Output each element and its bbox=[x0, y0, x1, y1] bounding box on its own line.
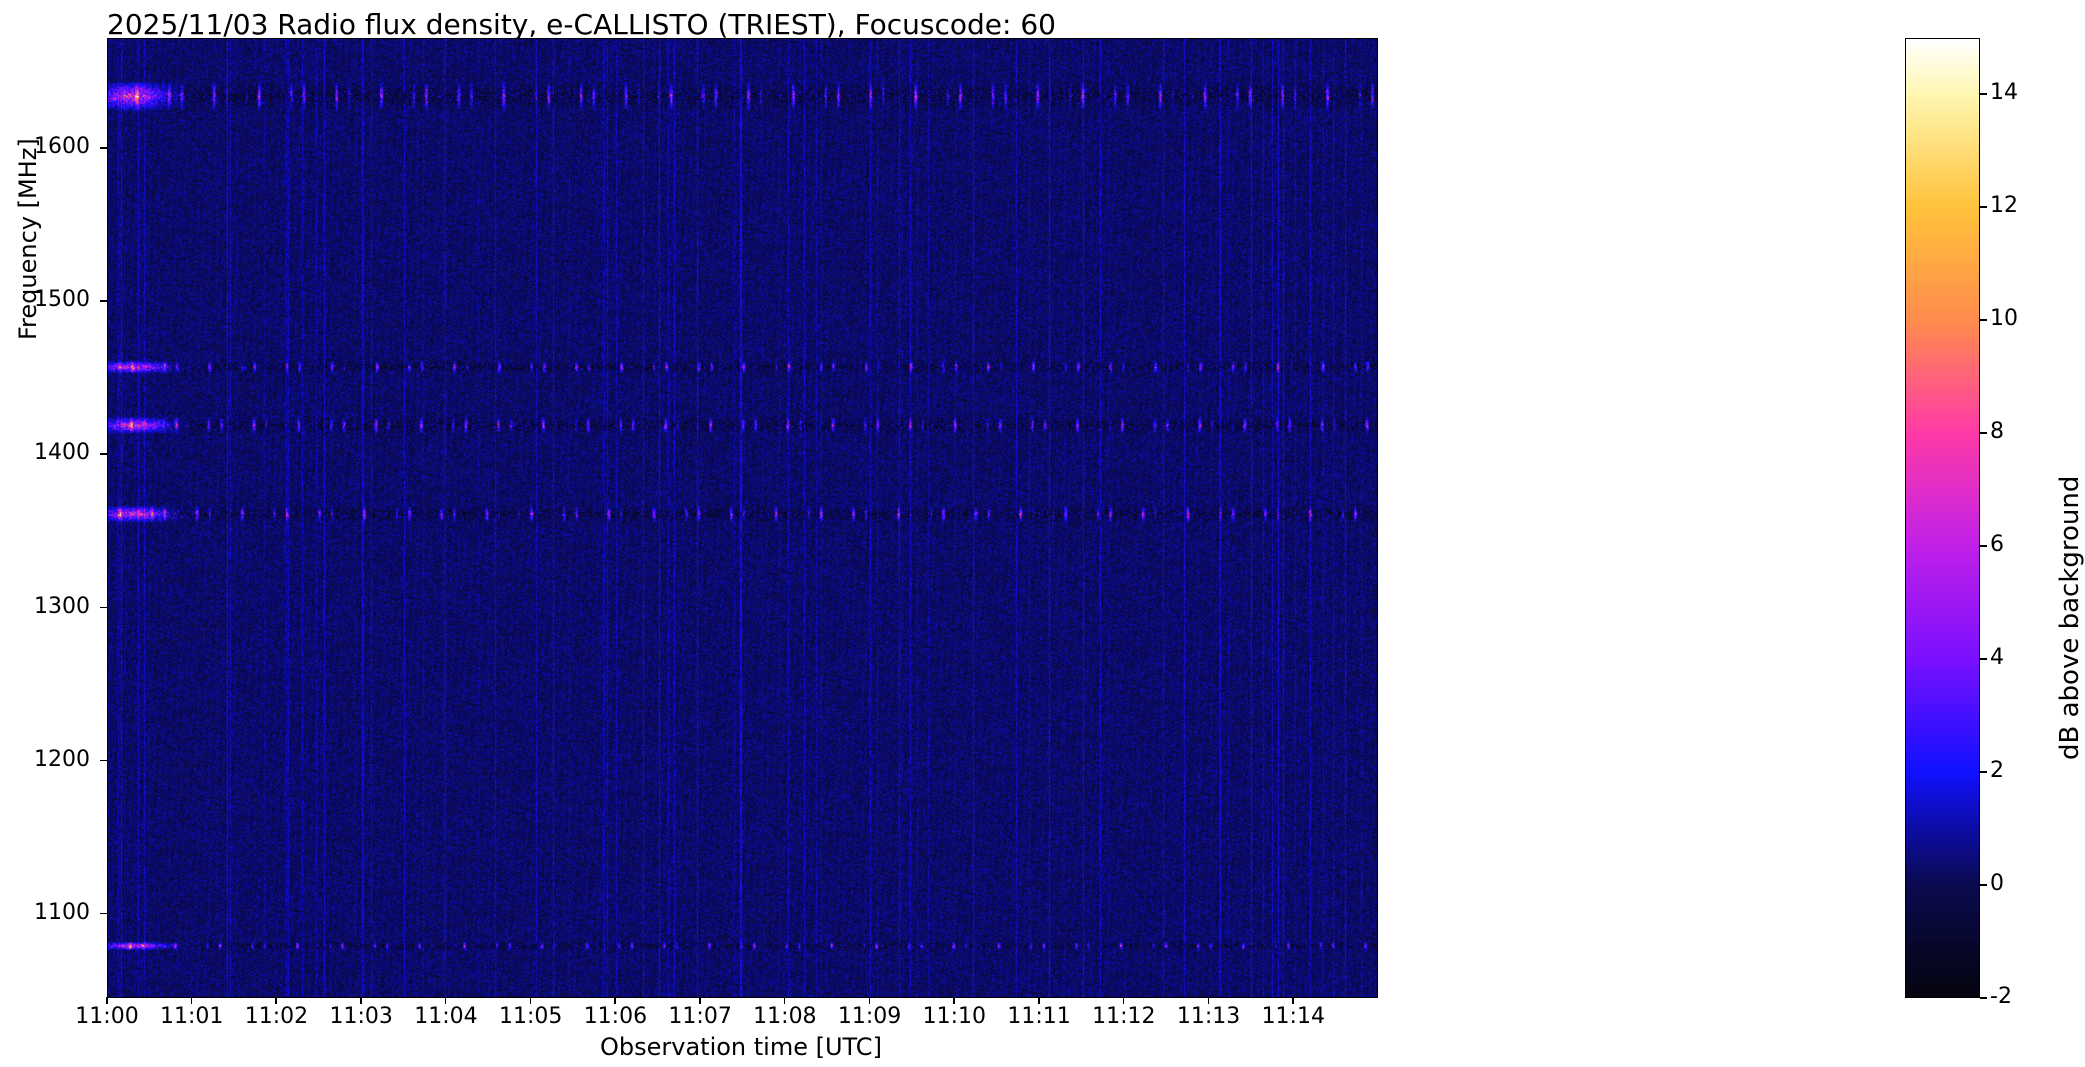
x-axis-tick-label: 11:11 bbox=[999, 1004, 1079, 1029]
x-axis-tick-label: 11:04 bbox=[406, 1004, 486, 1029]
x-axis-tick-mark bbox=[106, 997, 108, 1004]
x-axis-tick-mark bbox=[191, 997, 193, 1004]
colorbar-tick-mark bbox=[1980, 545, 1987, 547]
colorbar-axis-label: dB above background bbox=[2055, 476, 2085, 760]
x-axis-tick-mark bbox=[953, 997, 955, 1004]
x-axis-tick-mark bbox=[614, 997, 616, 1004]
spectrogram-canvas[interactable] bbox=[108, 39, 1378, 998]
colorbar-tick-mark bbox=[1980, 884, 1987, 886]
colorbar-tick-label: 8 bbox=[1990, 419, 2004, 444]
x-axis-tick-mark bbox=[699, 997, 701, 1004]
x-axis-tick-mark bbox=[784, 997, 786, 1004]
colorbar-tick-label: 6 bbox=[1990, 532, 2004, 557]
colorbar-tick-mark bbox=[1980, 771, 1987, 773]
x-axis-tick-label: 11:10 bbox=[914, 1004, 994, 1029]
colorbar-tick-mark bbox=[1980, 93, 1987, 95]
colorbar-container[interactable] bbox=[1905, 38, 1980, 998]
spectrogram-window: 2025/11/03 Radio flux density, e-CALLIST… bbox=[0, 0, 2085, 1067]
x-axis-tick-label: 11:03 bbox=[321, 1004, 401, 1029]
x-axis-label: Observation time [UTC] bbox=[600, 1033, 882, 1061]
x-axis-tick-mark bbox=[530, 997, 532, 1004]
y-axis-tick-label: 1600 bbox=[20, 134, 90, 159]
y-axis-tick-label: 1300 bbox=[20, 594, 90, 619]
x-axis-tick-mark bbox=[1038, 997, 1040, 1004]
colorbar-tick-label: 2 bbox=[1990, 758, 2004, 783]
colorbar-tick-label: 0 bbox=[1990, 871, 2004, 896]
x-axis-tick-mark bbox=[1292, 997, 1294, 1004]
colorbar-tick-mark bbox=[1980, 997, 1987, 999]
colorbar-tick-label: -2 bbox=[1990, 984, 2012, 1009]
y-axis-tick-mark bbox=[100, 147, 107, 149]
x-axis-tick-mark bbox=[275, 997, 277, 1004]
x-axis-tick-label: 11:13 bbox=[1169, 1004, 1249, 1029]
y-axis-tick-label: 1500 bbox=[20, 287, 90, 312]
x-axis-tick-label: 11:08 bbox=[745, 1004, 825, 1029]
x-axis-tick-mark bbox=[1208, 997, 1210, 1004]
x-axis-tick-label: 11:12 bbox=[1084, 1004, 1164, 1029]
x-axis-tick-mark bbox=[360, 997, 362, 1004]
y-axis-tick-label: 1200 bbox=[20, 747, 90, 772]
colorbar-canvas[interactable] bbox=[1905, 38, 1980, 998]
chart-title: 2025/11/03 Radio flux density, e-CALLIST… bbox=[107, 8, 1056, 41]
colorbar-tick-label: 12 bbox=[1990, 193, 2018, 218]
y-axis-tick-label: 1100 bbox=[20, 900, 90, 925]
x-axis-tick-mark bbox=[869, 997, 871, 1004]
y-axis-tick-mark bbox=[100, 453, 107, 455]
y-axis-tick-mark bbox=[100, 300, 107, 302]
x-axis-tick-label: 11:02 bbox=[236, 1004, 316, 1029]
y-axis-tick-mark bbox=[100, 760, 107, 762]
x-axis-tick-label: 11:05 bbox=[491, 1004, 571, 1029]
colorbar-tick-label: 4 bbox=[1990, 645, 2004, 670]
x-axis-tick-label: 11:00 bbox=[67, 1004, 147, 1029]
y-axis-tick-label: 1400 bbox=[20, 440, 90, 465]
spectrogram-plot-area[interactable] bbox=[107, 38, 1378, 998]
x-axis-tick-mark bbox=[445, 997, 447, 1004]
x-axis-tick-label: 11:09 bbox=[830, 1004, 910, 1029]
x-axis-tick-label: 11:14 bbox=[1253, 1004, 1333, 1029]
colorbar-tick-label: 14 bbox=[1990, 80, 2018, 105]
x-axis-tick-label: 11:01 bbox=[152, 1004, 232, 1029]
y-axis-tick-mark bbox=[100, 913, 107, 915]
colorbar-tick-mark bbox=[1980, 319, 1987, 321]
y-axis-tick-mark bbox=[100, 607, 107, 609]
colorbar-tick-label: 10 bbox=[1990, 306, 2018, 331]
x-axis-tick-label: 11:07 bbox=[660, 1004, 740, 1029]
colorbar-tick-mark bbox=[1980, 432, 1987, 434]
colorbar-tick-mark bbox=[1980, 206, 1987, 208]
x-axis-tick-label: 11:06 bbox=[575, 1004, 655, 1029]
x-axis-tick-mark bbox=[1123, 997, 1125, 1004]
colorbar-tick-mark bbox=[1980, 658, 1987, 660]
